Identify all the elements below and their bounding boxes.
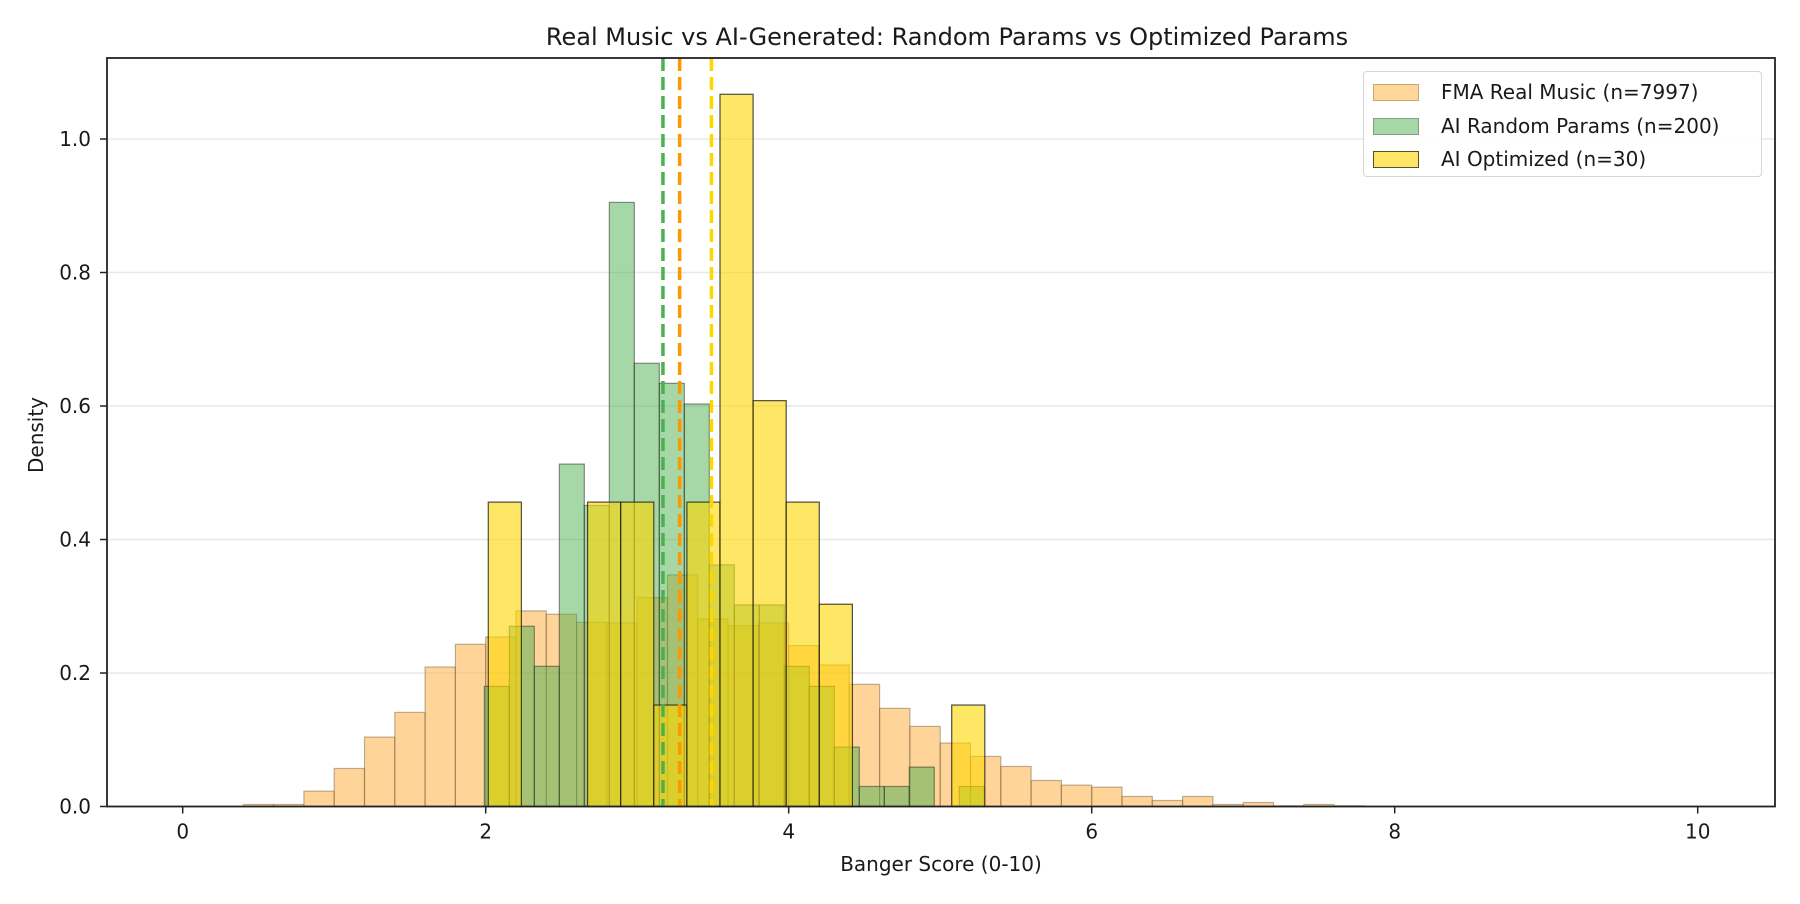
histogram-bar	[487, 501, 522, 808]
histogram-bar	[1151, 799, 1184, 808]
axes-frame	[106, 57, 1776, 808]
legend-item-ai-optimized: AI Optimized (n=30)	[1373, 144, 1646, 174]
histogram-bar	[653, 704, 688, 808]
y-tick-label: 0.2	[59, 661, 91, 685]
series-ai-optimized	[487, 93, 986, 808]
legend-swatch-fma	[1373, 83, 1419, 101]
legend-label-ai-optimized: AI Optimized (n=30)	[1441, 147, 1647, 171]
legend-swatch-ai-optimized	[1373, 150, 1419, 168]
histogram-bar	[1000, 765, 1032, 808]
histogram-bar	[303, 790, 335, 808]
y-gridlines	[107, 138, 1775, 674]
histogram-bar	[533, 665, 560, 808]
x-tick-label: 4	[782, 820, 795, 844]
histogram-bar	[951, 704, 986, 808]
histogram-bar	[818, 603, 854, 808]
legend: FMA Real Music (n=7997) AI Random Params…	[1363, 71, 1762, 177]
x-axis-ticks: 0 2 4 6 8 10	[176, 806, 1710, 844]
mean-lines	[661, 58, 714, 807]
histogram-bar	[1181, 795, 1214, 808]
y-tick-label: 1.0	[59, 127, 91, 151]
histogram-bar	[883, 785, 910, 808]
histogram-bar	[858, 785, 885, 808]
chart-title: Real Music vs AI-Generated: Random Param…	[546, 23, 1348, 51]
histogram-bar	[586, 501, 622, 808]
histogram-bar	[363, 736, 396, 808]
histogram-bar	[424, 666, 457, 808]
y-axis-label: Density	[24, 397, 48, 473]
y-axis-ticks: 0.0 0.2 0.4 0.6 0.8 1.0	[59, 127, 107, 819]
histogram-bar	[620, 501, 655, 808]
histogram-bar	[558, 463, 585, 808]
histogram-bar	[333, 767, 366, 808]
legend-item-ai-random: AI Random Params (n=200)	[1373, 111, 1719, 141]
x-tick-label: 10	[1685, 820, 1710, 844]
plot-frame	[106, 57, 1776, 808]
legend-item-fma: FMA Real Music (n=7997)	[1373, 77, 1698, 107]
legend-swatch-ai-random	[1373, 117, 1419, 135]
x-tick-label: 2	[479, 820, 492, 844]
legend-label-ai-random: AI Random Params (n=200)	[1441, 114, 1720, 138]
histogram-bar	[1060, 784, 1093, 808]
histogram-bar	[785, 501, 820, 808]
y-tick-label: 0.0	[59, 795, 91, 819]
histogram-bar	[1030, 779, 1062, 808]
histogram-bar	[686, 501, 721, 808]
legend-label-fma: FMA Real Music (n=7997)	[1441, 80, 1699, 104]
x-tick-label: 8	[1388, 820, 1401, 844]
x-axis-label: Banger Score (0-10)	[840, 852, 1042, 876]
histogram-bar	[719, 93, 754, 808]
y-tick-label: 0.4	[59, 528, 91, 552]
histogram-bar	[454, 643, 487, 808]
histogram-bar	[394, 711, 426, 808]
y-tick-label: 0.6	[59, 394, 91, 418]
x-tick-label: 6	[1085, 820, 1098, 844]
histogram-bar	[908, 766, 935, 808]
x-tick-label: 0	[176, 820, 189, 844]
histogram-bars	[242, 93, 1365, 808]
histogram-bar	[752, 400, 787, 808]
y-tick-label: 0.8	[59, 261, 91, 285]
histogram-bar	[1091, 786, 1123, 808]
histogram-bar	[1121, 795, 1153, 808]
